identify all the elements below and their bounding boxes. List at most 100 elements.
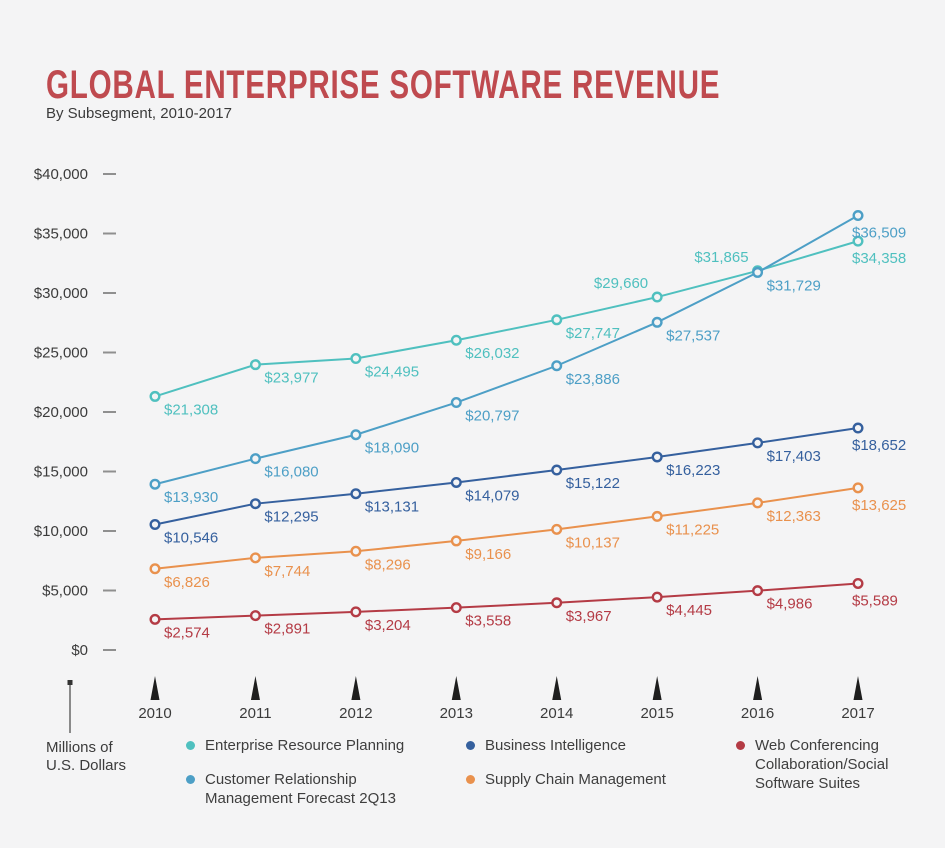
legend-dot-icon	[466, 741, 475, 750]
series-line-2	[154, 214, 859, 486]
x-year-label: 2017	[841, 705, 874, 722]
data-point-label: $18,090	[365, 440, 419, 457]
legend-column: Enterprise Resource Planning Customer Rel…	[186, 736, 404, 823]
x-axis-arrow	[250, 676, 260, 700]
data-point-marker	[651, 510, 663, 522]
data-point-label: $5,589	[852, 592, 898, 609]
data-point-marker	[551, 360, 563, 372]
data-point-marker	[450, 535, 462, 547]
page-subtitle: By Subsegment, 2010-2017	[46, 105, 232, 122]
x-axis-arrow	[150, 676, 160, 700]
page-title: GLOBAL ENTERPRISE SOFTWARE REVENUE	[46, 62, 721, 107]
data-point-marker	[852, 577, 864, 589]
data-point-marker	[249, 552, 261, 564]
unit-note-label: Millions of	[46, 739, 114, 756]
data-point-label: $12,295	[264, 509, 318, 526]
data-point-marker	[551, 597, 563, 609]
data-point-label: $16,223	[666, 462, 720, 479]
data-point-label: $15,122	[566, 475, 620, 492]
y-tick-label: $40,000	[34, 166, 88, 183]
data-point-label: $17,403	[767, 448, 821, 465]
legend-item: Customer Relationship Management Forecast…	[186, 770, 404, 808]
legend-label: Business Intelligence	[485, 737, 626, 754]
legend-column: Web Conferencing Collaboration/Social Soft…	[736, 736, 888, 808]
y-tick-label: $35,000	[34, 226, 88, 243]
data-point-marker	[551, 314, 563, 326]
data-point-marker	[450, 334, 462, 346]
data-point-label: $31,865	[694, 249, 748, 266]
data-point-label: $20,797	[465, 408, 519, 425]
x-year-label: 2011	[239, 705, 271, 722]
series-line-5	[154, 582, 859, 621]
data-point-label: $16,080	[264, 464, 318, 481]
data-point-label: $10,137	[566, 534, 620, 551]
data-point-marker	[651, 451, 663, 463]
data-point-marker	[149, 390, 161, 402]
y-tick-label: $0	[71, 642, 88, 659]
data-point-label: $27,537	[666, 327, 720, 344]
legend-label: Enterprise Resource Planning	[205, 737, 405, 754]
data-point-label: $8,296	[365, 556, 411, 573]
legend-dot-icon	[736, 741, 745, 750]
data-point-marker	[450, 476, 462, 488]
data-point-marker	[350, 429, 362, 441]
x-year-label: 2013	[440, 705, 473, 722]
data-point-label: $3,204	[365, 617, 411, 634]
data-point-label: $2,574	[164, 624, 210, 641]
legend-label: Customer Relationship Management Forecast…	[205, 771, 396, 807]
x-axis-arrow	[351, 676, 361, 700]
data-point-marker	[249, 359, 261, 371]
data-point-marker	[149, 519, 161, 531]
data-point-marker	[852, 235, 864, 247]
data-point-label: $23,977	[264, 370, 318, 387]
data-point-label: $26,032	[465, 345, 519, 362]
x-year-label: 2015	[640, 705, 673, 722]
data-point-label: $3,558	[465, 613, 511, 630]
data-point-marker	[450, 397, 462, 409]
unit-note-cap	[67, 680, 73, 685]
legend-item: Enterprise Resource Planning	[186, 736, 404, 755]
legend-item: Supply Chain Management	[466, 770, 666, 789]
data-point-marker	[149, 478, 161, 490]
data-point-label: $10,546	[164, 530, 218, 547]
data-point-label: $34,358	[852, 250, 906, 267]
x-year-label: 2014	[540, 705, 573, 722]
legend-column: Business Intelligence Supply Chain Manage…	[466, 736, 666, 804]
y-tick-label: $10,000	[34, 523, 88, 540]
data-point-label: $3,967	[566, 608, 612, 625]
data-point-marker	[551, 523, 563, 535]
data-point-label: $9,166	[465, 546, 511, 563]
series-line-1	[154, 240, 859, 398]
data-point-marker	[249, 453, 261, 465]
legend-dot-icon	[186, 741, 195, 750]
data-point-marker	[752, 437, 764, 449]
data-point-marker	[350, 606, 362, 618]
series-line-3	[154, 427, 859, 526]
data-point-label: $6,826	[164, 574, 210, 591]
data-point-label: $13,131	[365, 499, 419, 516]
data-point-label: $11,225	[666, 521, 719, 538]
data-point-label: $14,079	[465, 487, 519, 504]
x-axis-arrow	[652, 676, 662, 700]
data-point-marker	[350, 488, 362, 500]
data-point-marker	[651, 591, 663, 603]
y-tick-label: $30,000	[34, 285, 88, 302]
y-tick-label: $20,000	[34, 404, 88, 421]
data-point-label: $13,625	[852, 497, 906, 514]
data-point-label: $13,930	[164, 489, 218, 506]
unit-note-label: U.S. Dollars	[46, 757, 126, 774]
data-point-label: $24,495	[365, 364, 419, 381]
data-point-label: $4,986	[767, 596, 813, 613]
legend-dot-icon	[186, 775, 195, 784]
data-point-label: $7,744	[264, 563, 310, 580]
data-point-label: $18,652	[852, 437, 906, 454]
legend-label: Web Conferencing Collaboration/Social Soft…	[755, 737, 889, 792]
legend-item: Web Conferencing Collaboration/Social Soft…	[736, 736, 888, 793]
data-point-label: $27,747	[566, 325, 620, 342]
data-point-label: $4,445	[666, 602, 712, 619]
data-point-label: $29,660	[594, 275, 648, 292]
data-point-marker	[350, 353, 362, 365]
data-point-label: $2,891	[264, 621, 310, 638]
x-year-label: 2010	[138, 705, 171, 722]
